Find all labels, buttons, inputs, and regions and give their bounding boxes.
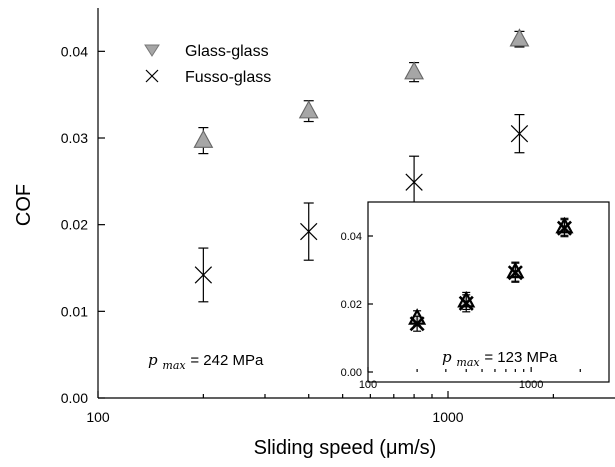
inset-ticks xyxy=(367,235,581,373)
legend: Glass-glass Fusso-glass xyxy=(144,43,271,86)
inset-y-tick-label: 0.04 xyxy=(341,231,362,243)
main-glass-glass-point xyxy=(298,100,319,119)
main-annotation: p max = 242 MPa xyxy=(148,351,264,373)
inset-annotation-text: = 123 MPa xyxy=(484,349,558,366)
main-marks xyxy=(193,28,530,303)
inset-annotation: p max = 123 MPa xyxy=(442,348,558,370)
main-annotation-subscript: max xyxy=(162,359,186,372)
main-plot: 0.00 0.01 0.02 0.03 0.04 100 1000 Glass-glass … xyxy=(13,8,615,459)
main-y-tick-label: 0.01 xyxy=(61,303,88,319)
main-y-tick-label: 0.04 xyxy=(61,43,88,59)
main-fusso-glass-point-stroke-b xyxy=(405,173,423,191)
inset-fusso-glass-point-stroke-b xyxy=(458,295,474,311)
legend-triangle-marker xyxy=(144,44,160,57)
legend-label-fusso-glass: Fusso-glass xyxy=(185,69,271,86)
main-x-tick-label: 100 xyxy=(86,409,110,425)
inset-tick-labels: 0.00 0.02 0.04 100 1000 xyxy=(341,231,544,391)
main-x-tick-label: 1000 xyxy=(432,409,463,425)
main-y-tick-label: 0.00 xyxy=(61,390,88,406)
main-fusso-glass-point-stroke-b xyxy=(300,222,318,241)
inset-y-tick-label: 0.02 xyxy=(341,299,362,311)
inset-plot: 0.00 0.02 0.04 100 1000 p max = 123 MPa xyxy=(341,201,610,391)
main-glass-glass-point xyxy=(404,61,425,80)
legend-x-marker-b xyxy=(145,69,159,83)
main-fusso-glass-point-stroke-b xyxy=(194,266,213,284)
main-tick-labels: 0.00 0.01 0.02 0.03 0.04 100 1000 xyxy=(61,43,464,425)
main-glass-glass-point xyxy=(509,28,530,47)
main-glass-glass-point xyxy=(193,129,214,148)
legend-label-glass-glass: Glass-glass xyxy=(185,43,269,60)
main-ticks xyxy=(97,50,554,399)
inset-marks xyxy=(408,216,574,332)
inset-fusso-glass-point-stroke-b xyxy=(409,316,425,332)
inset-annotation-subscript: max xyxy=(456,356,480,369)
inset-y-tick-label: 0.00 xyxy=(341,367,362,379)
inset-x-tick-label: 1000 xyxy=(519,379,543,391)
inset-annotation-symbol: p xyxy=(442,348,452,366)
inset-x-tick-label: 100 xyxy=(359,379,377,391)
main-fusso-glass-point-stroke-b xyxy=(510,124,529,143)
main-annotation-symbol: p xyxy=(148,351,158,369)
y-axis-label: COF xyxy=(13,184,35,226)
main-y-tick-label: 0.02 xyxy=(61,217,88,233)
x-axis-label: Sliding speed (μm/s) xyxy=(254,437,437,459)
inset-fusso-glass-point-stroke-b xyxy=(556,220,572,236)
inset-fusso-glass-point-stroke-b xyxy=(507,265,523,281)
main-y-tick-label: 0.03 xyxy=(61,130,88,146)
main-annotation-text: = 242 MPa xyxy=(190,352,264,369)
